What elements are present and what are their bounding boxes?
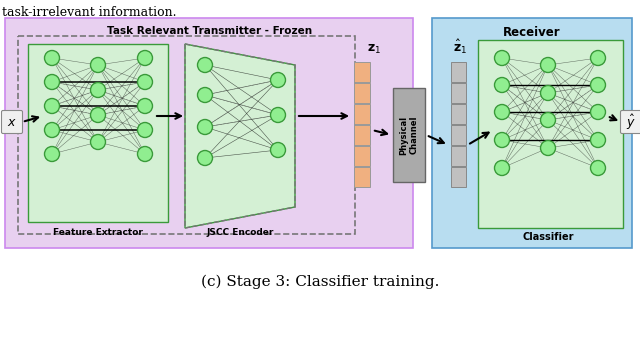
Circle shape (591, 161, 605, 175)
Circle shape (541, 140, 556, 155)
Circle shape (495, 77, 509, 93)
Circle shape (591, 51, 605, 65)
Circle shape (271, 142, 285, 158)
Text: $x$: $x$ (7, 116, 17, 129)
Circle shape (45, 147, 60, 161)
Circle shape (591, 77, 605, 93)
Circle shape (591, 105, 605, 119)
Circle shape (138, 122, 152, 138)
Circle shape (90, 107, 106, 122)
Bar (451, 125, 465, 145)
Text: $\hat{\mathbf{z}}_1$: $\hat{\mathbf{z}}_1$ (453, 38, 467, 56)
Circle shape (138, 51, 152, 65)
Bar (354, 104, 370, 124)
FancyBboxPatch shape (28, 44, 168, 222)
Bar (451, 83, 465, 103)
FancyBboxPatch shape (432, 18, 632, 248)
Text: $\hat{y}$: $\hat{y}$ (626, 112, 636, 131)
Circle shape (495, 161, 509, 175)
Bar (451, 146, 465, 166)
Circle shape (495, 132, 509, 148)
FancyBboxPatch shape (393, 88, 425, 182)
Text: Physical
Channel: Physical Channel (399, 116, 419, 154)
Circle shape (90, 57, 106, 73)
Circle shape (198, 87, 212, 103)
Circle shape (495, 105, 509, 119)
Polygon shape (185, 44, 295, 228)
Bar (354, 125, 370, 145)
Text: Classifier: Classifier (522, 232, 573, 242)
Circle shape (198, 151, 212, 165)
Text: Task Relevant Transmitter - Frozen: Task Relevant Transmitter - Frozen (108, 26, 312, 36)
FancyBboxPatch shape (5, 18, 413, 248)
FancyBboxPatch shape (1, 110, 22, 133)
Text: task-irrelevant information.: task-irrelevant information. (2, 6, 177, 19)
Bar (451, 62, 465, 82)
Text: Receiver: Receiver (503, 26, 561, 39)
Circle shape (541, 86, 556, 100)
Circle shape (138, 98, 152, 114)
Circle shape (45, 98, 60, 114)
Bar (451, 167, 465, 187)
Circle shape (541, 112, 556, 128)
Circle shape (90, 83, 106, 97)
Circle shape (45, 75, 60, 89)
Circle shape (138, 147, 152, 161)
Bar (354, 62, 370, 82)
Text: Feature Extractor: Feature Extractor (53, 228, 143, 237)
Text: $\mathbf{z}_1$: $\mathbf{z}_1$ (367, 43, 381, 56)
Circle shape (45, 122, 60, 138)
Bar (354, 83, 370, 103)
Circle shape (271, 73, 285, 87)
FancyBboxPatch shape (478, 40, 623, 228)
Circle shape (541, 57, 556, 73)
Circle shape (45, 51, 60, 65)
Circle shape (271, 107, 285, 122)
Circle shape (198, 119, 212, 135)
Bar (354, 146, 370, 166)
Circle shape (90, 135, 106, 150)
Circle shape (198, 57, 212, 73)
Bar (451, 104, 465, 124)
Circle shape (591, 132, 605, 148)
Circle shape (495, 51, 509, 65)
Text: JSCC Encoder: JSCC Encoder (206, 228, 274, 237)
FancyBboxPatch shape (621, 110, 640, 133)
Bar (354, 167, 370, 187)
Text: (c) Stage 3: Classifier training.: (c) Stage 3: Classifier training. (201, 275, 439, 289)
Circle shape (138, 75, 152, 89)
